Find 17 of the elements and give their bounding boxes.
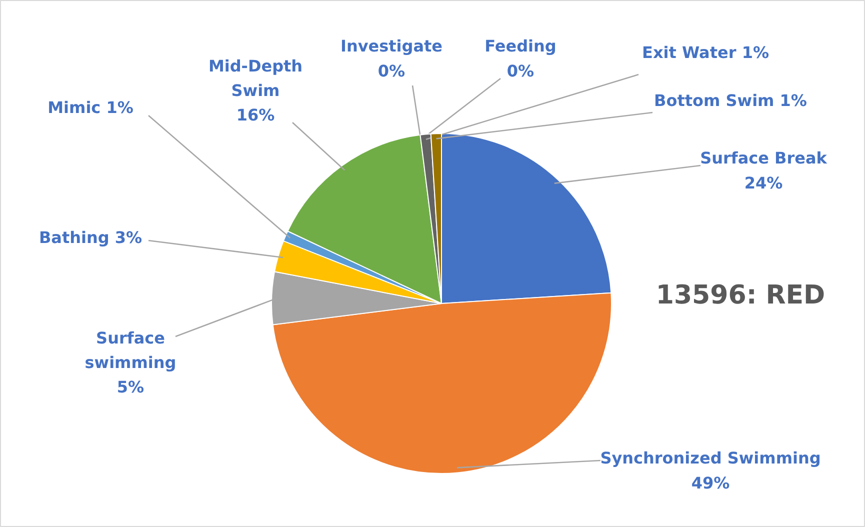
slice-label: Synchronized Swimming	[600, 448, 821, 468]
slice-label: Exit Water 1%	[642, 43, 769, 62]
data-label: 5%	[116, 378, 144, 397]
text: 13596: RED	[656, 280, 826, 310]
slice-label: Surface swimming	[84, 328, 176, 372]
slice-label: Bathing 3%	[38, 228, 142, 247]
slice-label: Mid-Depth Swim	[208, 56, 303, 100]
data-label: 16%	[236, 106, 275, 125]
slice-label: Mimic 1%	[48, 98, 134, 117]
category-label: Feeding	[484, 36, 556, 56]
data-label: 24%	[744, 173, 783, 192]
category-label: Investigate	[340, 36, 443, 56]
text: 0%	[506, 61, 534, 80]
slice-label: Surface Break	[700, 148, 828, 168]
slice-label: Bottom Swim 1%	[654, 91, 807, 110]
data-label: 49%	[691, 473, 730, 492]
text: 0%	[378, 61, 406, 80]
